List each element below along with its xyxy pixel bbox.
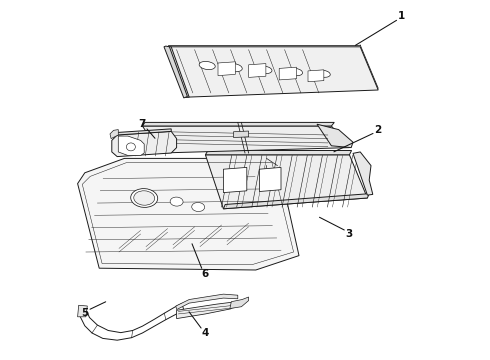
Text: 2: 2 bbox=[374, 125, 382, 135]
Polygon shape bbox=[164, 46, 187, 98]
Polygon shape bbox=[77, 158, 299, 270]
Text: 6: 6 bbox=[202, 269, 209, 279]
Text: 1: 1 bbox=[398, 11, 405, 21]
Polygon shape bbox=[248, 64, 266, 77]
Ellipse shape bbox=[317, 70, 330, 77]
Polygon shape bbox=[259, 167, 281, 192]
Ellipse shape bbox=[126, 143, 135, 151]
Polygon shape bbox=[205, 155, 368, 209]
Polygon shape bbox=[308, 70, 324, 82]
Ellipse shape bbox=[288, 68, 302, 76]
Polygon shape bbox=[143, 122, 334, 126]
Polygon shape bbox=[77, 305, 87, 317]
Text: 3: 3 bbox=[346, 229, 353, 239]
Polygon shape bbox=[223, 167, 247, 193]
Polygon shape bbox=[176, 302, 238, 319]
Polygon shape bbox=[168, 47, 189, 97]
Polygon shape bbox=[317, 124, 353, 148]
Polygon shape bbox=[233, 131, 248, 138]
Polygon shape bbox=[279, 67, 296, 80]
Polygon shape bbox=[112, 131, 176, 157]
Ellipse shape bbox=[131, 189, 158, 207]
Polygon shape bbox=[230, 297, 248, 309]
Polygon shape bbox=[205, 150, 351, 155]
Polygon shape bbox=[223, 194, 369, 209]
Ellipse shape bbox=[134, 191, 155, 205]
Ellipse shape bbox=[226, 64, 242, 72]
Ellipse shape bbox=[258, 66, 272, 73]
Text: 5: 5 bbox=[81, 308, 88, 318]
Polygon shape bbox=[143, 126, 349, 153]
Polygon shape bbox=[110, 130, 118, 139]
Polygon shape bbox=[168, 47, 378, 97]
Text: 7: 7 bbox=[139, 119, 146, 129]
Ellipse shape bbox=[170, 197, 183, 206]
Polygon shape bbox=[176, 294, 238, 310]
Ellipse shape bbox=[192, 202, 205, 212]
Polygon shape bbox=[117, 129, 171, 135]
Ellipse shape bbox=[199, 62, 215, 69]
Polygon shape bbox=[353, 152, 373, 195]
Text: 4: 4 bbox=[202, 328, 209, 338]
Polygon shape bbox=[118, 136, 144, 156]
Polygon shape bbox=[218, 62, 235, 76]
